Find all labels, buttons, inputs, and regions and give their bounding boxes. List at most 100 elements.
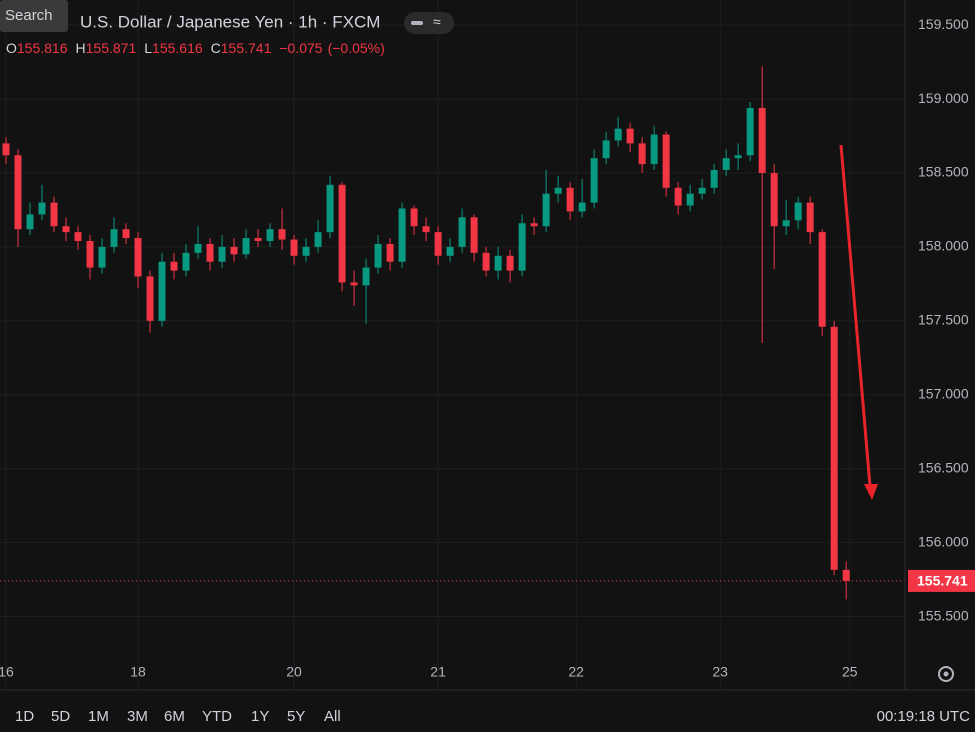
candle-body [602,140,610,159]
x-tick-label: 20 [286,664,302,680]
candle-body [530,223,538,227]
ohlc-letter: C [211,40,221,56]
candle-body [218,246,226,262]
status-icon-wave: ≈ [433,14,441,30]
candle-body [86,241,94,268]
y-tick-label: 158.000 [918,238,969,254]
candle-body [518,223,526,271]
x-tick-label: 22 [568,664,584,680]
candle-body [830,326,838,570]
candle-body [482,252,490,271]
candle-body [626,128,634,144]
range-button[interactable]: 3M [127,708,148,725]
candle-body [158,261,166,321]
candle-body [470,217,478,253]
candle-body [206,243,214,262]
ohlc-legend: O155.816 H155.871 L155.616 C155.741 −0.075 (−… [6,40,385,56]
annotation-arrowhead [864,484,878,500]
candle-body [746,107,754,156]
range-button[interactable]: YTD [202,708,232,725]
candle-body [458,217,466,247]
change-percent: (−0.05%) [328,40,385,56]
candle-body [38,202,46,215]
candle-body [182,252,190,271]
candle-body [230,246,238,255]
candle-body [170,261,178,271]
candle-body [494,255,502,271]
candle-body [554,187,562,194]
range-button[interactable]: 5Y [287,708,305,725]
y-tick-label: 157.000 [918,385,969,401]
candle-body [374,243,382,268]
search-label[interactable]: Search [5,7,53,24]
candle-body [770,172,778,227]
candle-body [98,246,106,268]
candle-body [410,208,418,227]
candle-body [734,155,742,159]
ohlc-value: 155.816 [17,40,68,56]
y-tick-label: 158.500 [918,164,969,180]
candle-body [782,220,790,227]
range-button[interactable]: 1M [88,708,109,725]
candle-body [386,243,394,262]
ohlc-value: 155.741 [221,40,272,56]
candle-body [638,143,646,165]
candle-body [14,155,22,230]
candle-body [122,229,130,239]
candle-body [506,255,514,271]
clock: 00:19:18 UTC [877,708,971,725]
range-button[interactable]: 1D [15,708,34,725]
candle-body [314,232,322,247]
change: −0.075 [279,40,322,56]
candle-body [242,238,250,255]
x-tick-label: 16 [0,664,14,680]
candle-body [290,239,298,256]
candle-body [110,229,118,247]
y-tick-label: 156.000 [918,533,969,549]
candle-body [50,202,58,227]
candle-body [578,202,586,212]
candle-body [818,232,826,327]
candle-body [650,134,658,165]
candle-body [194,243,202,253]
ohlc-letter: H [76,40,86,56]
y-tick-label: 156.500 [918,459,969,475]
candle-body [842,569,850,581]
range-button[interactable]: 6M [164,708,185,725]
candle-body [146,276,154,321]
candle-body [62,226,70,233]
candle-body [266,229,274,242]
x-tick-label: 18 [130,664,146,680]
axes: 155.500 156.000 156.500 157.000 157.500 158.0… [0,16,975,680]
ohlc-value: 155.871 [86,40,137,56]
y-tick-label: 157.500 [918,312,969,328]
y-tick-label: 159.000 [918,90,969,106]
y-tick-label: 159.500 [918,16,969,32]
candle-body [338,184,346,283]
status-icon [411,21,423,25]
symbol-title: U.S. Dollar / Japanese Yen · 1h · FXCM [80,12,380,31]
range-button[interactable]: 5D [51,708,70,725]
status-pill[interactable] [404,12,454,34]
candle-body [806,202,814,233]
candle-body [422,226,430,233]
range-button[interactable]: 1Y [251,708,269,725]
candle-body [302,246,310,256]
range-button[interactable]: All [324,708,341,725]
candle-body [278,229,286,240]
x-tick-label: 25 [842,664,858,680]
candle-body [434,232,442,256]
candle-body [698,187,706,194]
settings-icon-center [943,671,949,677]
search-box[interactable] [0,0,68,32]
ohlc-letter: L [144,40,152,56]
candle-body [134,238,142,277]
settings-icon[interactable] [938,666,954,682]
candle-body [362,267,370,286]
candle-body [614,128,622,141]
ohlc-value: 155.616 [152,40,203,56]
last-price-tag [908,569,975,592]
candle-body [2,143,10,156]
